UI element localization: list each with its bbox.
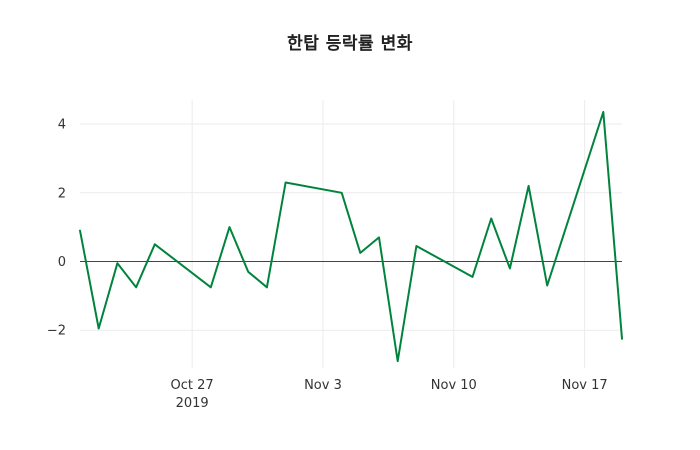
- x-tick-label: Nov 3: [304, 378, 342, 393]
- x-tick-label: Oct 27: [171, 378, 214, 393]
- y-tick-label: 2: [58, 186, 66, 201]
- y-tick-label: 0: [58, 255, 66, 270]
- x-tick-label: Nov 17: [562, 378, 608, 393]
- series-line: [79, 111, 623, 363]
- y-tick-label: 4: [58, 118, 66, 133]
- y-tick-label: −2: [47, 324, 66, 339]
- x-tick-label: Nov 10: [431, 378, 477, 393]
- x-tick-sublabel: 2019: [176, 396, 209, 411]
- chart-title: 한탑 등락률 변화: [287, 34, 413, 54]
